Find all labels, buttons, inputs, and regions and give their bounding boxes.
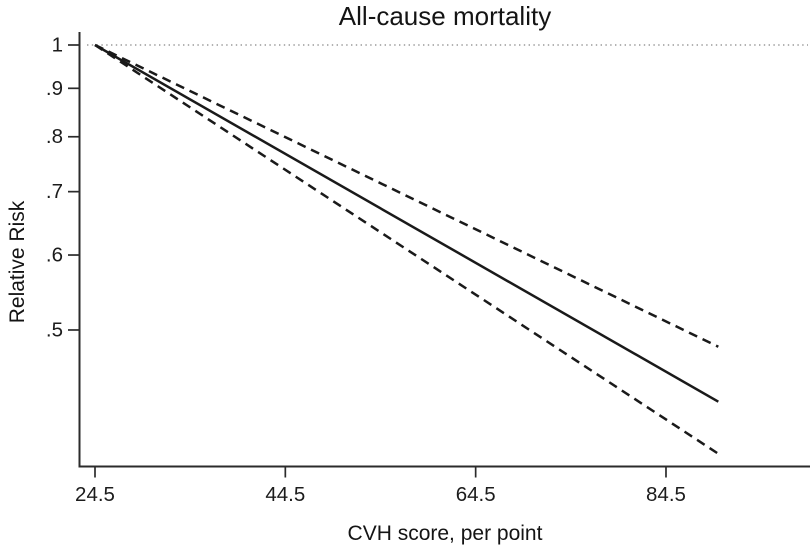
x-tick-label: 84.5 (646, 483, 686, 506)
estimate-line (94, 43, 719, 403)
y-tick-label: .7 (46, 180, 63, 203)
ci-line-1 (94, 43, 719, 348)
x-tick-label: 44.5 (265, 483, 305, 506)
x-tick-label: 24.5 (75, 483, 115, 506)
y-tick-label: 1 (52, 34, 63, 57)
y-tick-label: .5 (46, 318, 63, 341)
y-tick-label: .8 (46, 125, 63, 148)
ci-line-2 (94, 43, 720, 455)
x-axis-label: CVH score, per point (347, 522, 543, 545)
x-tick-label: 64.5 (456, 483, 496, 506)
y-tick-label: .6 (46, 244, 63, 267)
chart-title: All-cause mortality (338, 1, 552, 31)
y-tick-label: .9 (46, 77, 63, 100)
